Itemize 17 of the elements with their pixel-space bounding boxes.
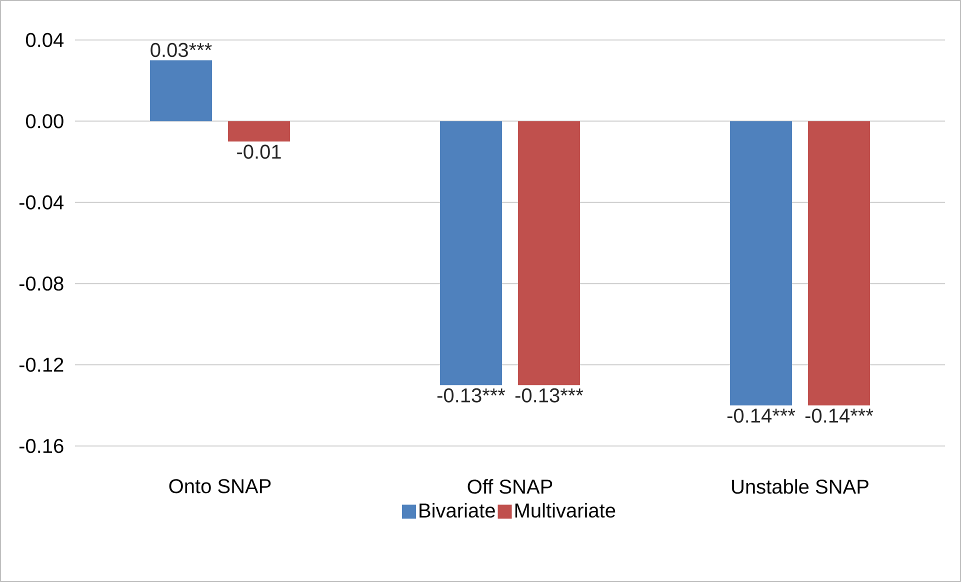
data-label: -0.13***: [437, 388, 506, 402]
x-tick-label: Off SNAP: [468, 479, 552, 494]
data-label: -0.14***: [727, 408, 796, 423]
x-tick-label: Unstable SNAP: [732, 479, 868, 494]
y-tick-label: -0.12: [19, 358, 64, 372]
data-label: -0.01: [237, 144, 281, 159]
data-label: -0.13***: [515, 388, 584, 402]
data-label: -0.14***: [805, 408, 874, 423]
y-tick-label: -0.16: [19, 438, 64, 454]
data-label: 0.03***: [150, 42, 212, 58]
legend-label: Bivariate: [420, 502, 495, 518]
y-tick-label: -0.04: [19, 195, 64, 210]
y-tick-label: 0.04: [26, 32, 64, 48]
y-tick-label: 0.00: [26, 114, 64, 128]
y-tick-label: -0.08: [19, 276, 64, 291]
x-tick-label: Onto SNAP: [169, 479, 271, 494]
legend-label: Multivariate: [515, 502, 616, 518]
